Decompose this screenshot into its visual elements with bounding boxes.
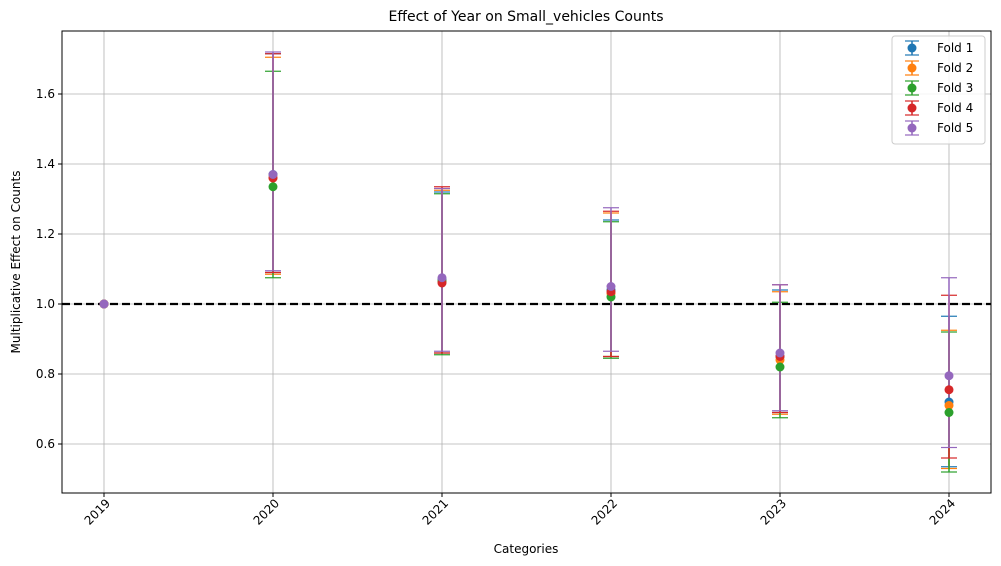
- legend-marker: [907, 103, 917, 113]
- legend: Fold 1 Fold 2 Fold 3 Fold 4 Fold 5: [891, 35, 986, 145]
- y-tick-label: 1.2: [36, 227, 55, 241]
- point-fold-4: [944, 385, 954, 395]
- legend-entry-label: Fold 5: [937, 121, 973, 135]
- y-tick-label: 0.6: [36, 437, 55, 451]
- x-axis-label: Categories: [494, 542, 559, 556]
- y-axis-ticks: 0.6 0.8 1.0 1.2 1.4 1.6: [36, 87, 62, 451]
- y-tick-label: 1.0: [36, 297, 55, 311]
- legend-box: [891, 35, 986, 145]
- legend-entry-label: Fold 2: [937, 61, 973, 75]
- legend-entry-label: Fold 1: [937, 41, 973, 55]
- legend-entry-label: Fold 4: [937, 101, 973, 115]
- point-fold-5: [437, 273, 447, 283]
- legend-marker: [907, 123, 917, 133]
- y-tick-label: 1.6: [36, 87, 55, 101]
- data-points: [99, 170, 954, 417]
- y-tick-label: 0.8: [36, 367, 55, 381]
- point-fold-5: [268, 170, 278, 179]
- point-fold-5: [775, 348, 785, 358]
- y-axis-label: Multiplicative Effect on Counts: [9, 171, 23, 354]
- legend-marker: [907, 83, 917, 93]
- point-fold-3: [268, 182, 278, 192]
- point-fold-5: [606, 282, 616, 291]
- legend-marker: [907, 63, 917, 73]
- point-fold-5: [99, 299, 109, 309]
- chart-title: Effect of Year on Small_vehicles Counts: [388, 9, 663, 25]
- point-fold-3: [944, 408, 954, 417]
- legend-marker: [907, 43, 917, 53]
- plot-frame: [61, 30, 992, 494]
- point-fold-5: [944, 371, 954, 381]
- point-fold-2: [944, 401, 954, 410]
- legend-entry-label: Fold 3: [937, 81, 973, 95]
- y-tick-label: 1.4: [36, 157, 55, 171]
- point-fold-3: [775, 362, 785, 372]
